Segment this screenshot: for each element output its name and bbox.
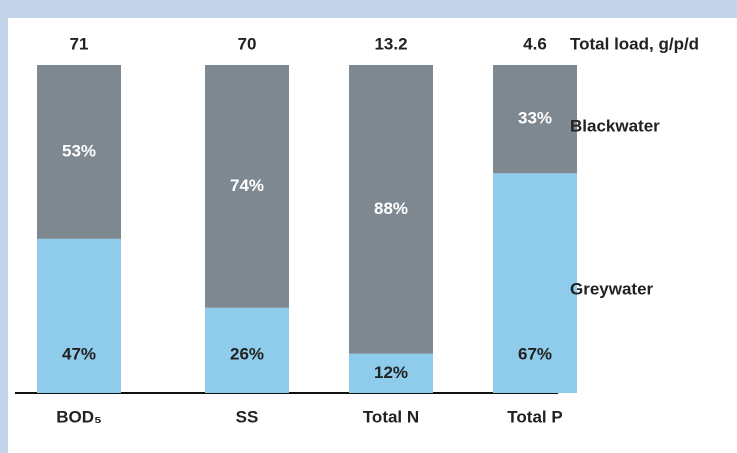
bar-segment bbox=[493, 65, 577, 174]
x-tick-label: Total P bbox=[507, 407, 562, 426]
bar-segment bbox=[37, 238, 121, 393]
bar-segment bbox=[37, 65, 121, 239]
bar-segment bbox=[349, 353, 433, 393]
value-label: 47% bbox=[62, 344, 96, 363]
bar-segment bbox=[349, 65, 433, 354]
bar-segment bbox=[493, 173, 577, 393]
total-label: 13.2 bbox=[374, 34, 407, 53]
bar-segment bbox=[205, 307, 289, 393]
value-label: 88% bbox=[374, 199, 408, 218]
totals-label: Total load, g/p/d bbox=[570, 34, 699, 53]
x-tick-label: SS bbox=[236, 407, 259, 426]
value-label: 26% bbox=[230, 344, 264, 363]
total-label: 4.6 bbox=[523, 34, 547, 53]
legend-label: Blackwater bbox=[570, 116, 660, 135]
value-label: 67% bbox=[518, 344, 552, 363]
value-label: 53% bbox=[62, 141, 96, 160]
value-label: 12% bbox=[374, 363, 408, 382]
legend-label: Greywater bbox=[570, 279, 654, 298]
x-tick-label: Total N bbox=[363, 407, 419, 426]
total-label: 70 bbox=[238, 34, 257, 53]
value-label: 74% bbox=[230, 176, 264, 195]
total-label: 71 bbox=[70, 34, 89, 53]
value-label: 33% bbox=[518, 109, 552, 128]
x-tick-label: BOD₅ bbox=[56, 407, 102, 426]
bar-segment bbox=[205, 65, 289, 308]
